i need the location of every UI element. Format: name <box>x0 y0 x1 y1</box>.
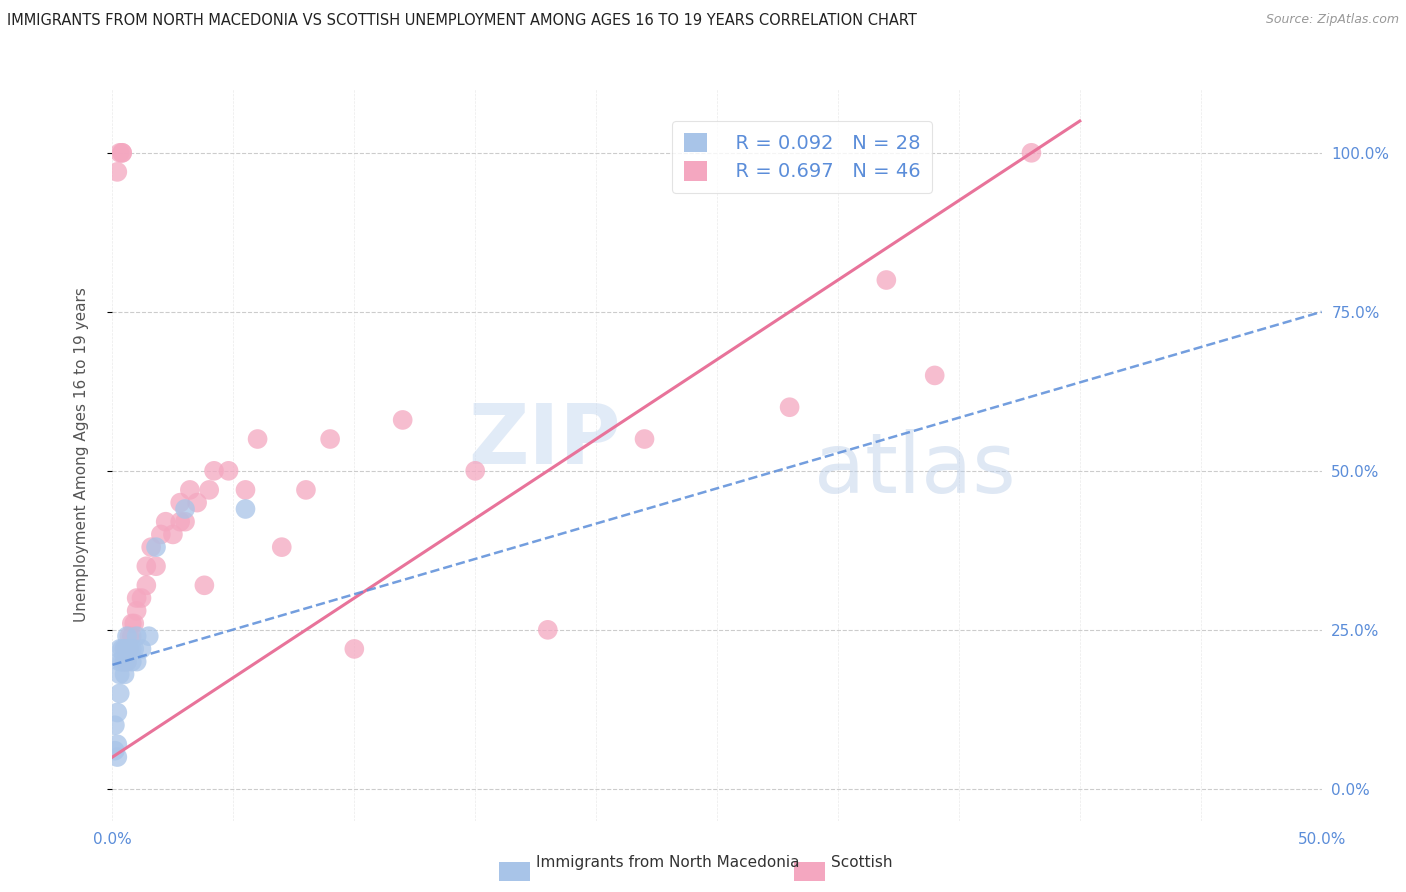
Point <box>633 432 655 446</box>
Text: ZIP: ZIP <box>468 400 620 481</box>
Point <box>235 483 257 497</box>
Point <box>193 578 215 592</box>
Point <box>464 464 486 478</box>
Point <box>104 718 127 732</box>
Point <box>105 165 128 179</box>
Point <box>186 495 208 509</box>
Point <box>135 559 157 574</box>
Point <box>108 655 131 669</box>
Point <box>114 641 136 656</box>
Point <box>111 145 134 160</box>
Point <box>875 273 897 287</box>
Point <box>202 464 225 478</box>
Point <box>122 641 145 656</box>
Point <box>125 655 148 669</box>
Point <box>179 483 201 497</box>
Point <box>174 515 197 529</box>
Text: Scottish: Scottish <box>831 855 893 870</box>
Point <box>295 483 318 497</box>
Point <box>104 744 127 758</box>
Point <box>149 527 172 541</box>
Point <box>135 578 157 592</box>
Point <box>537 623 560 637</box>
Point <box>118 641 141 656</box>
Point <box>118 641 141 656</box>
Point <box>121 641 143 656</box>
Point <box>198 483 221 497</box>
Point <box>131 641 153 656</box>
Point <box>115 655 138 669</box>
Point <box>105 706 128 720</box>
Point <box>114 655 136 669</box>
Point <box>114 667 136 681</box>
Point <box>235 502 257 516</box>
Point <box>118 629 141 643</box>
Point <box>924 368 946 383</box>
Point <box>141 540 163 554</box>
Text: atlas: atlas <box>814 429 1015 510</box>
Point <box>169 515 191 529</box>
Point <box>246 432 269 446</box>
Point <box>121 655 143 669</box>
Point <box>145 540 167 554</box>
Text: IMMIGRANTS FROM NORTH MACEDONIA VS SCOTTISH UNEMPLOYMENT AMONG AGES 16 TO 19 YEA: IMMIGRANTS FROM NORTH MACEDONIA VS SCOTT… <box>7 13 917 29</box>
Point <box>162 527 184 541</box>
Point <box>174 502 197 516</box>
Point <box>125 629 148 643</box>
Point <box>108 145 131 160</box>
Point <box>111 145 134 160</box>
Point <box>108 686 131 700</box>
Y-axis label: Unemployment Among Ages 16 to 19 years: Unemployment Among Ages 16 to 19 years <box>75 287 89 623</box>
Point <box>1021 145 1043 160</box>
Point <box>122 616 145 631</box>
Point <box>115 655 138 669</box>
Point <box>114 655 136 669</box>
Point <box>105 737 128 751</box>
Point <box>218 464 240 478</box>
Point <box>169 495 191 509</box>
Point <box>145 559 167 574</box>
Point <box>131 591 153 605</box>
Point <box>111 655 134 669</box>
Point <box>125 604 148 618</box>
Point <box>105 750 128 764</box>
Point <box>108 667 131 681</box>
Point <box>121 616 143 631</box>
Legend:   R = 0.092   N = 28,   R = 0.697   N = 46: R = 0.092 N = 28, R = 0.697 N = 46 <box>672 120 932 193</box>
Point <box>115 629 138 643</box>
Point <box>319 432 342 446</box>
Point <box>111 641 134 656</box>
Point <box>343 641 366 656</box>
Point <box>121 629 143 643</box>
Text: Source: ZipAtlas.com: Source: ZipAtlas.com <box>1265 13 1399 27</box>
Point <box>115 641 138 656</box>
Point <box>138 629 160 643</box>
Text: Immigrants from North Macedonia: Immigrants from North Macedonia <box>536 855 799 870</box>
Point <box>391 413 413 427</box>
Point <box>108 641 131 656</box>
Point <box>270 540 292 554</box>
Point <box>114 641 136 656</box>
Point <box>115 641 138 656</box>
Point <box>155 515 177 529</box>
Point <box>779 401 801 415</box>
Point <box>125 591 148 605</box>
